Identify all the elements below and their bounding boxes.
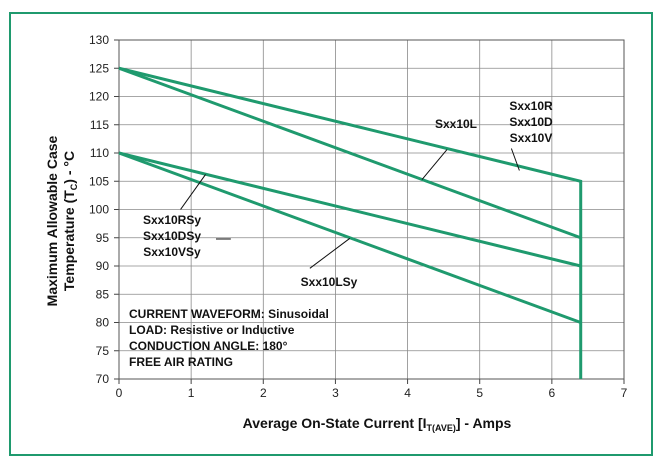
label-sxx10rsy: Sxx10RSy [143, 213, 201, 227]
series-line-sxx10rsy-dsy-vsy [118, 151, 582, 268]
x-tick-label: 7 [621, 386, 628, 400]
chart: 0 1 2 3 4 5 6 7 70 75 80 85 90 95 100 105 110 115 120 125 1… [44, 33, 628, 433]
x-tick-label: 1 [188, 386, 195, 400]
label-sxx10v: Sxx10V [510, 131, 553, 145]
y-tick-label: 125 [89, 61, 109, 75]
label-sxx10l: Sxx10L [435, 117, 477, 131]
series-line-sxx10l [118, 66, 582, 240]
leader-sxx10r [510, 148, 520, 171]
x-axis-label: Average On-State Current [IT(AVE)] - Amp… [243, 415, 512, 433]
x-tick-label: 5 [476, 386, 483, 400]
label-sxx10dsy: Sxx10DSy [143, 229, 201, 243]
x-tick-label: 0 [116, 386, 123, 400]
series-line-sxx10r-d-v [118, 66, 583, 379]
leader-sxx10rsy [180, 174, 206, 210]
label-leader-lines [180, 148, 520, 269]
plot-area-border [118, 39, 625, 380]
y-tick-label: 80 [96, 316, 110, 330]
y-tick-label: 95 [96, 231, 110, 245]
y-tick-label: 105 [89, 174, 109, 188]
label-sxx10lsy: Sxx10LSy [301, 275, 358, 289]
y-tick-label: 100 [89, 203, 109, 217]
x-tick-label: 4 [404, 386, 411, 400]
y-tick-label: 115 [90, 118, 109, 132]
leader-sxx10lsy [309, 237, 351, 269]
x-tick-label: 2 [260, 386, 267, 400]
annotation-load: LOAD: Resistive or Inductive [129, 323, 295, 337]
label-sxx10vsy: Sxx10VSy [143, 245, 201, 259]
y-axis-label-line2: Temperature (TC) - °C [61, 151, 79, 291]
x-tick-label: 6 [549, 386, 556, 400]
series-line-sxx10lsy [118, 151, 582, 324]
leader-sxx10l [421, 149, 448, 180]
y-axis-label-line1: Maximum Allowable Case [44, 135, 60, 306]
x-tick-label: 3 [332, 386, 339, 400]
y-tick-label: 70 [96, 372, 110, 386]
annotation-conduction: CONDUCTION ANGLE: 180° [129, 339, 288, 353]
y-tick-label: 90 [96, 259, 110, 273]
label-sxx10r: Sxx10R [509, 99, 553, 113]
y-tick-label: 85 [96, 287, 110, 301]
y-tick-label: 130 [89, 33, 109, 47]
label-sxx10d: Sxx10D [509, 115, 553, 129]
y-tick-label: 75 [96, 344, 110, 358]
series-lines [118, 66, 583, 379]
x-axis-ticks: 0 1 2 3 4 5 6 7 [116, 386, 628, 400]
y-axis-ticks: 70 75 80 85 90 95 100 105 110 115 120 125 130 [89, 33, 109, 386]
annotation-waveform: CURRENT WAVEFORM: Sinusoidal [129, 307, 329, 321]
y-tick-label: 120 [89, 90, 109, 104]
annotation-rating: FREE AIR RATING [129, 355, 233, 369]
chart-frame: 0 1 2 3 4 5 6 7 70 75 80 85 90 95 100 105 110 115 120 125 1… [9, 12, 653, 456]
y-tick-label: 110 [90, 146, 109, 160]
